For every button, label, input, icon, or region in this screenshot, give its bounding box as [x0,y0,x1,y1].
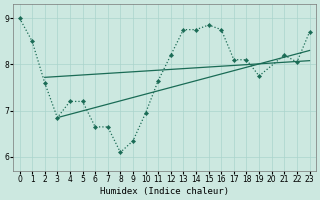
X-axis label: Humidex (Indice chaleur): Humidex (Indice chaleur) [100,187,229,196]
